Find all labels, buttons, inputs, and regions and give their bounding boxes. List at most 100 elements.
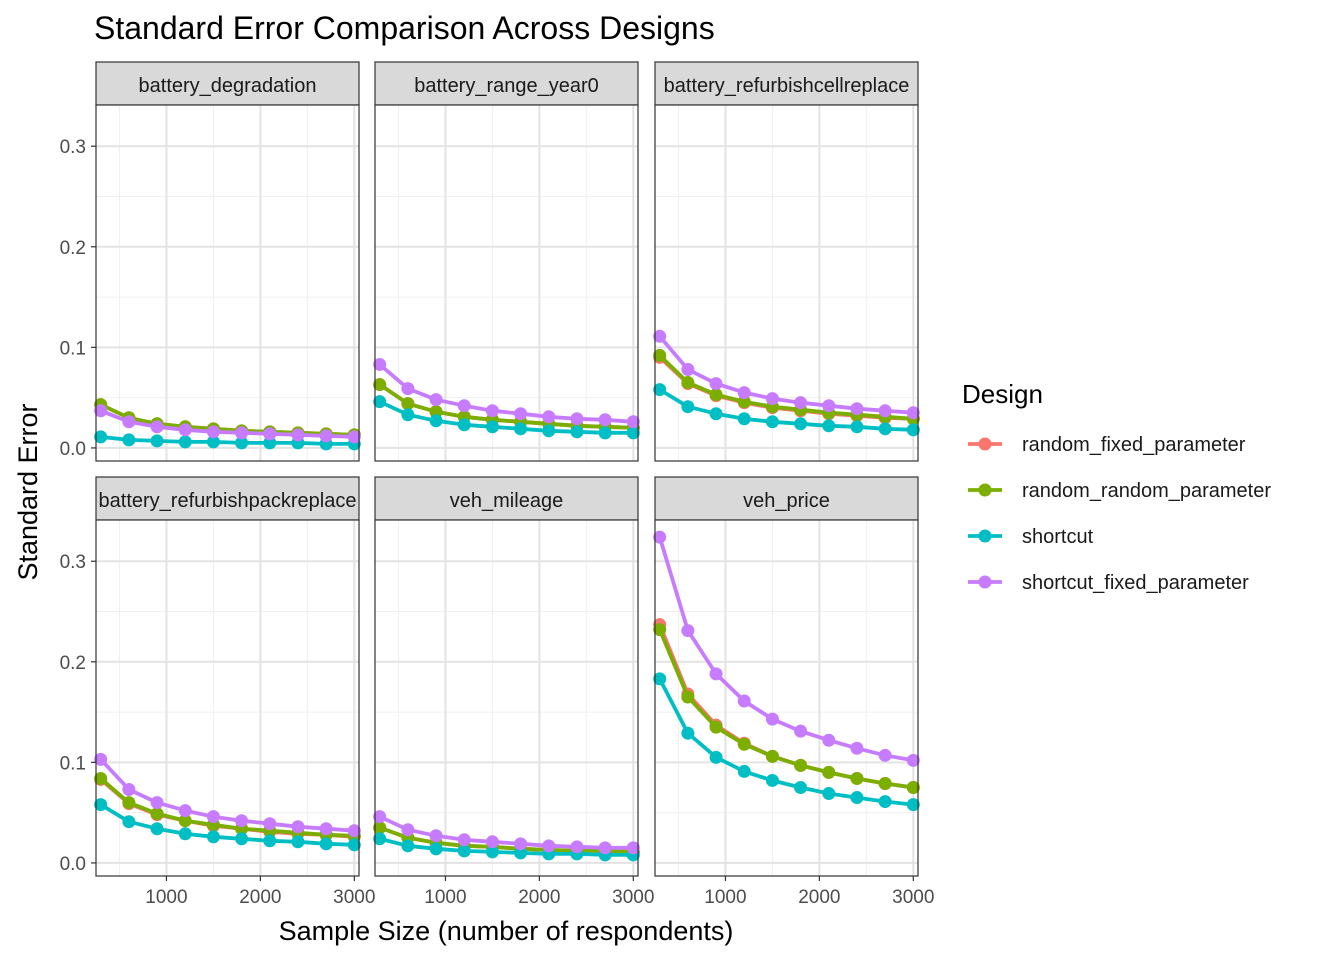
- data-point: [485, 420, 499, 434]
- series-shortcut: [653, 383, 920, 437]
- data-point: [150, 420, 164, 434]
- x-tick-label: 2000: [798, 887, 840, 908]
- data-point: [263, 436, 277, 450]
- legend-key-point: [978, 575, 992, 589]
- legend-key-point: [978, 529, 992, 543]
- series-line: [379, 825, 634, 854]
- data-point: [514, 407, 528, 421]
- series-shortcut: [653, 672, 920, 812]
- legend-item-random_fixed_parameter: random_fixed_parameter: [968, 434, 1246, 456]
- data-point: [906, 406, 920, 420]
- data-point: [122, 415, 136, 429]
- data-point: [822, 399, 836, 413]
- data-point: [485, 835, 499, 849]
- data-point: [765, 415, 779, 429]
- data-point: [653, 672, 667, 686]
- data-point: [542, 410, 556, 424]
- data-point: [150, 807, 164, 821]
- series-random_random_parameter: [653, 623, 920, 795]
- data-point: [570, 840, 584, 854]
- data-point: [653, 383, 667, 397]
- series-shortcut_fixed_parameter: [653, 329, 920, 420]
- data-point: [822, 733, 836, 747]
- panel-grid: battery_degradation0.00.10.20.3battery_r…: [60, 61, 934, 908]
- series-line: [100, 408, 355, 439]
- data-point: [429, 829, 443, 843]
- x-axis-title: Sample Size (number of respondents): [279, 916, 734, 946]
- data-point: [263, 834, 277, 848]
- data-point: [373, 357, 387, 371]
- data-point: [850, 771, 864, 785]
- data-point: [319, 429, 333, 443]
- series-shortcut: [373, 395, 640, 440]
- data-point: [737, 395, 751, 409]
- data-point: [878, 748, 892, 762]
- y-tick-label: 0.3: [60, 137, 86, 158]
- data-point: [457, 418, 471, 432]
- data-point: [122, 796, 136, 810]
- y-axis-title: Standard Error: [13, 403, 43, 580]
- data-point: [681, 726, 695, 740]
- y-tick-label: 0.1: [60, 338, 86, 359]
- data-point: [794, 417, 808, 431]
- panel-border: [95, 104, 360, 462]
- data-point: [765, 773, 779, 787]
- series-shortcut: [94, 430, 361, 451]
- data-point: [485, 404, 499, 418]
- data-point: [94, 798, 108, 812]
- data-point: [401, 408, 415, 422]
- series-line: [379, 836, 634, 857]
- data-point: [485, 845, 499, 859]
- panel-battery_refurbishcellreplace: battery_refurbishcellreplace: [653, 61, 920, 462]
- data-point: [206, 830, 220, 844]
- data-point: [794, 724, 808, 738]
- data-point: [347, 824, 361, 838]
- data-point: [457, 399, 471, 413]
- data-point: [850, 420, 864, 434]
- data-point: [429, 405, 443, 419]
- data-point: [709, 377, 723, 391]
- data-point: [429, 414, 443, 428]
- data-point: [653, 329, 667, 343]
- data-point: [822, 765, 836, 779]
- data-point: [150, 796, 164, 810]
- legend-label: random_fixed_parameter: [1022, 434, 1246, 456]
- gridlines: [96, 520, 359, 876]
- legend-key-point: [978, 483, 992, 497]
- x-tick-label: 2000: [518, 887, 560, 908]
- data-point: [878, 404, 892, 418]
- y-tick-label: 0.0: [60, 854, 86, 875]
- series-line: [658, 678, 914, 807]
- data-point: [263, 817, 277, 831]
- series-shortcut: [94, 798, 361, 852]
- data-point: [794, 781, 808, 795]
- data-point: [822, 419, 836, 433]
- data-point: [291, 428, 305, 442]
- data-point: [347, 430, 361, 444]
- data-point: [401, 823, 415, 837]
- data-point: [514, 846, 528, 860]
- data-point: [235, 436, 249, 450]
- strip-background: [95, 61, 360, 106]
- gridlines: [96, 105, 359, 461]
- data-point: [709, 750, 723, 764]
- data-point: [429, 393, 443, 407]
- legend-label: shortcut: [1022, 526, 1094, 548]
- x-tick-label: 2000: [239, 887, 281, 908]
- data-point: [709, 667, 723, 681]
- data-point: [878, 776, 892, 790]
- legend-key-point: [978, 437, 992, 451]
- data-point: [457, 833, 471, 847]
- data-point: [709, 407, 723, 421]
- series-shortcut: [373, 832, 640, 862]
- data-point: [457, 844, 471, 858]
- data-point: [373, 832, 387, 846]
- data-point: [765, 712, 779, 726]
- data-point: [373, 810, 387, 824]
- series-shortcut_fixed_parameter: [94, 404, 361, 444]
- data-point: [401, 397, 415, 411]
- data-point: [94, 771, 108, 785]
- data-point: [542, 424, 556, 438]
- data-point: [653, 530, 667, 544]
